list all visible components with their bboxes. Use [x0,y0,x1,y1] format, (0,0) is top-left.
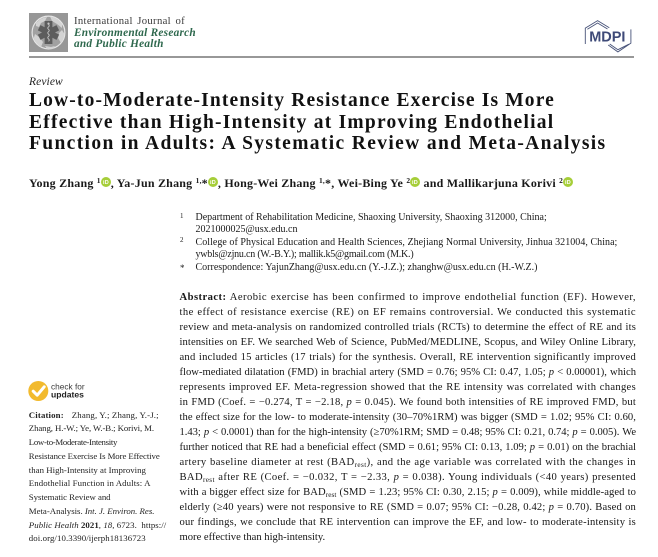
svg-text:iD: iD [103,180,109,186]
svg-text:check for: check for [51,381,85,391]
svg-text:MDPI: MDPI [589,29,625,45]
svg-text:updates: updates [51,390,84,400]
svg-text:iD: iD [210,180,216,186]
svg-text:iD: iD [565,180,571,186]
svg-text:iD: iD [412,180,418,186]
